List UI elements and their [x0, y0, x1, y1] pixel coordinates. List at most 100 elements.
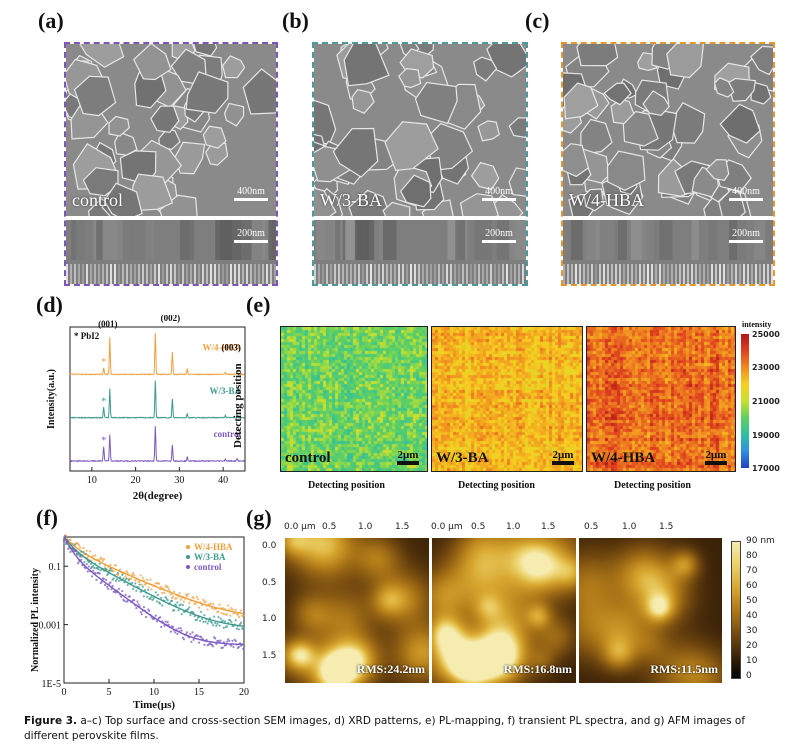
- trpl-point: [63, 535, 67, 538]
- sem-substrate: [771, 264, 773, 284]
- trpl-point: [155, 620, 158, 623]
- sem-substrate: [126, 264, 128, 284]
- trpl-point: [109, 563, 112, 567]
- trpl-point: [169, 593, 173, 596]
- sem-grain: [202, 125, 227, 149]
- sem-substrate: [663, 264, 665, 284]
- sem-grain: [719, 103, 761, 144]
- afm-colorbar-tick: 30: [746, 626, 758, 637]
- trpl-point: [98, 562, 101, 565]
- sem-substrate: [322, 264, 324, 284]
- trpl-point: [90, 575, 94, 578]
- sem-substrate: [374, 264, 376, 284]
- sem-substrate: [575, 264, 577, 284]
- sem-grain: [399, 174, 432, 208]
- afm-xtick: 0.5: [471, 522, 486, 532]
- sem-grain: [384, 121, 439, 171]
- sem-substrate: [386, 264, 388, 284]
- xrd-series-control: [69, 426, 245, 463]
- pl-map-name: W/3-BA: [436, 450, 489, 466]
- sem-grain: [82, 167, 119, 197]
- sem-substrate: [110, 264, 112, 284]
- trpl-point: [202, 620, 205, 624]
- trpl-point: [209, 602, 212, 605]
- sem-substrate: [330, 264, 332, 284]
- trpl-point: [203, 614, 206, 617]
- trpl-point: [69, 550, 72, 553]
- pl-map-w3ba: W/3-BA 2μm: [431, 326, 583, 472]
- sem-substrate: [518, 264, 520, 284]
- trpl-point: [164, 620, 167, 623]
- trpl-point: [165, 597, 168, 600]
- sem-substrate: [639, 264, 641, 284]
- sem-divider: [314, 216, 526, 220]
- afm-image-control: RMS:24.2nm: [285, 538, 429, 683]
- trpl-point: [175, 597, 178, 600]
- sem-substrate: [410, 264, 412, 284]
- sem-substrate: [687, 264, 689, 284]
- trpl-point: [89, 567, 93, 570]
- trpl-point: [218, 603, 221, 606]
- xrd-pbi2-marker: *: [101, 357, 106, 368]
- sem-substrate: [434, 264, 436, 284]
- sem-substrate: [354, 264, 356, 284]
- sem-substrate: [370, 264, 372, 284]
- trpl-ytick-label: 0.1: [49, 562, 62, 573]
- sem-substrate: [707, 264, 709, 284]
- trpl-point: [100, 557, 103, 560]
- trpl-point: [223, 620, 227, 623]
- trpl-point: [240, 609, 243, 612]
- sem-substrate: [522, 264, 524, 284]
- sem-substrate: [238, 264, 240, 284]
- trpl-point: [112, 577, 115, 580]
- sem-substrate: [426, 264, 428, 284]
- trpl-point: [94, 554, 97, 557]
- trpl-point: [71, 547, 74, 550]
- sem-substrate: [607, 264, 609, 284]
- trpl-point: [147, 586, 150, 589]
- trpl-point: [159, 602, 162, 605]
- sem-cross-grain: [144, 220, 155, 260]
- sem-substrate: [234, 264, 236, 284]
- sem-substrate: [719, 264, 721, 284]
- sem-substrate: [615, 264, 617, 284]
- trpl-point: [214, 637, 217, 640]
- trpl-point: [126, 583, 129, 587]
- sem-grain: [473, 56, 498, 82]
- trpl-point: [124, 593, 127, 597]
- sem-substrate: [482, 264, 484, 284]
- sem-substrate: [154, 264, 156, 284]
- trpl-point: [136, 600, 139, 603]
- trpl-point: [95, 578, 98, 582]
- sem-substrate: [599, 264, 601, 284]
- sem-substrate: [82, 264, 84, 284]
- sem-substrate: [474, 264, 476, 284]
- pl-colorbar: [741, 334, 749, 468]
- sem-substrate: [462, 264, 464, 284]
- afm-colorbar-tick: 10: [746, 656, 758, 667]
- trpl-point: [211, 624, 215, 627]
- sem-substrate: [398, 264, 400, 284]
- sem-substrate: [150, 264, 152, 284]
- trpl-point: [190, 640, 193, 643]
- sem-grain: [193, 44, 218, 57]
- trpl-point: [85, 549, 88, 552]
- trpl-point: [73, 543, 76, 546]
- sem-substrate: [162, 264, 164, 284]
- sem-substrate: [254, 264, 256, 284]
- sem-substrate: [611, 264, 613, 284]
- sem-cross-grain: [582, 220, 601, 260]
- trpl-point: [163, 591, 166, 594]
- trpl-point: [170, 596, 174, 600]
- trpl-point: [231, 608, 234, 611]
- trpl-point: [173, 590, 176, 594]
- trpl-xtick-label: 5: [107, 687, 112, 698]
- sem-grain: [642, 90, 671, 116]
- sem-substrate: [450, 264, 452, 284]
- sem-cross-grain: [641, 220, 660, 260]
- trpl-point: [80, 550, 83, 553]
- sem-substrate: [510, 264, 512, 284]
- sem-substrate: [326, 264, 328, 284]
- xrd-xtick-label: 10: [87, 475, 97, 486]
- trpl-point: [97, 568, 100, 571]
